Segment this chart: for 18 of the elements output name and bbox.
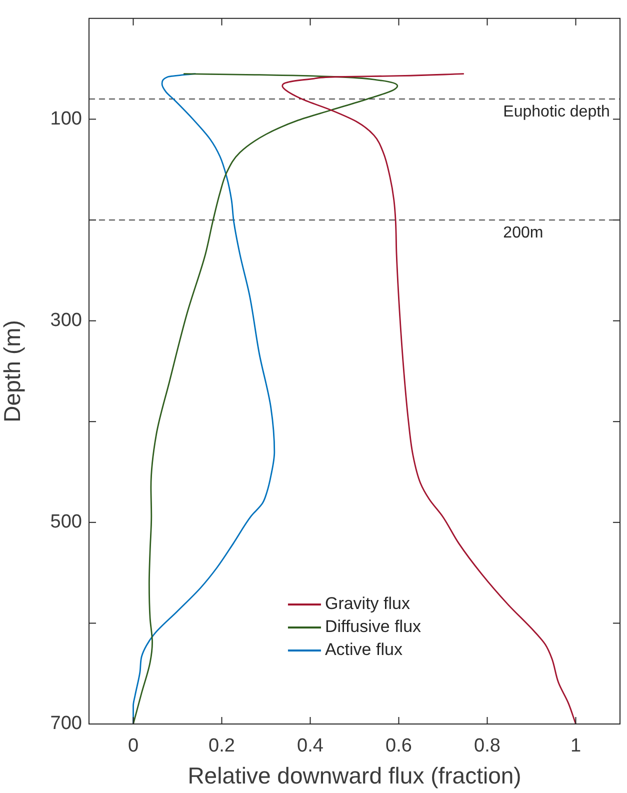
x-tick-label: 0.8 [474, 736, 500, 757]
x-tick-label: 0 [128, 736, 139, 757]
y-tick-label: 500 [50, 512, 82, 533]
legend-label: Active flux [324, 640, 403, 660]
x-axis-title: Relative downward flux (fraction) [188, 762, 522, 789]
y-tick-label: 700 [50, 713, 82, 734]
legend-label: Diffusive flux [324, 617, 422, 636]
ref-line-label: 200m [503, 224, 544, 242]
y-tick-label: 300 [50, 310, 82, 332]
y-tick-label: 100 [50, 108, 82, 130]
x-tick-label: 1 [570, 736, 582, 757]
line-series [132, 73, 276, 724]
legend-label: Gravity flux [324, 594, 410, 614]
x-tick-label: 0.2 [208, 736, 235, 757]
ref-line-label: Euphotic depth [503, 103, 610, 120]
x-tick-label: 0.4 [297, 736, 324, 757]
y-axis-title: Depth (m) [0, 320, 26, 422]
x-tick-label: 0.6 [386, 736, 412, 757]
